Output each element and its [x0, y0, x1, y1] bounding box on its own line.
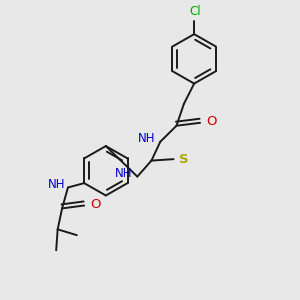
Text: Cl: Cl	[190, 5, 202, 18]
Text: O: O	[91, 198, 101, 211]
Text: O: O	[206, 115, 217, 128]
Text: NH: NH	[47, 178, 65, 191]
Text: S: S	[179, 153, 188, 166]
Text: NH: NH	[137, 132, 155, 145]
Text: NH: NH	[115, 167, 132, 180]
